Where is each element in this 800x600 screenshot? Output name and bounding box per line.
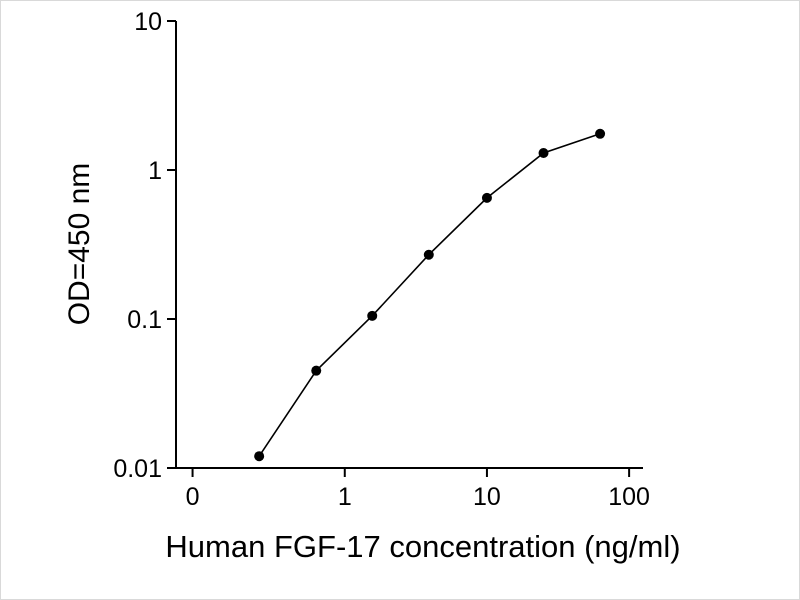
data-point [595, 128, 606, 139]
x-tick-label: 100 [608, 483, 650, 511]
x-tick-label: 10 [473, 483, 501, 511]
series-line [258, 133, 601, 457]
y-axis-title: OD=450 nm [63, 163, 96, 326]
data-point [254, 451, 265, 462]
data-point [481, 192, 492, 203]
x-tick-label: 1 [338, 483, 352, 511]
x-axis-title: Human FGF-17 concentration (ng/ml) [165, 529, 680, 564]
y-tick-label: 0.1 [127, 306, 162, 334]
x-tick-label: 0 [186, 483, 200, 511]
data-point [311, 365, 322, 376]
y-tick-label: 10 [134, 8, 162, 36]
data-point [538, 148, 549, 159]
plot-layer: 0 1 10 100 0.01 0.1 1 10 [113, 8, 650, 511]
data-point [367, 310, 378, 321]
data-point [423, 249, 434, 260]
y-tick-label: 0.01 [113, 455, 162, 483]
y-tick-label: 1 [148, 157, 162, 185]
